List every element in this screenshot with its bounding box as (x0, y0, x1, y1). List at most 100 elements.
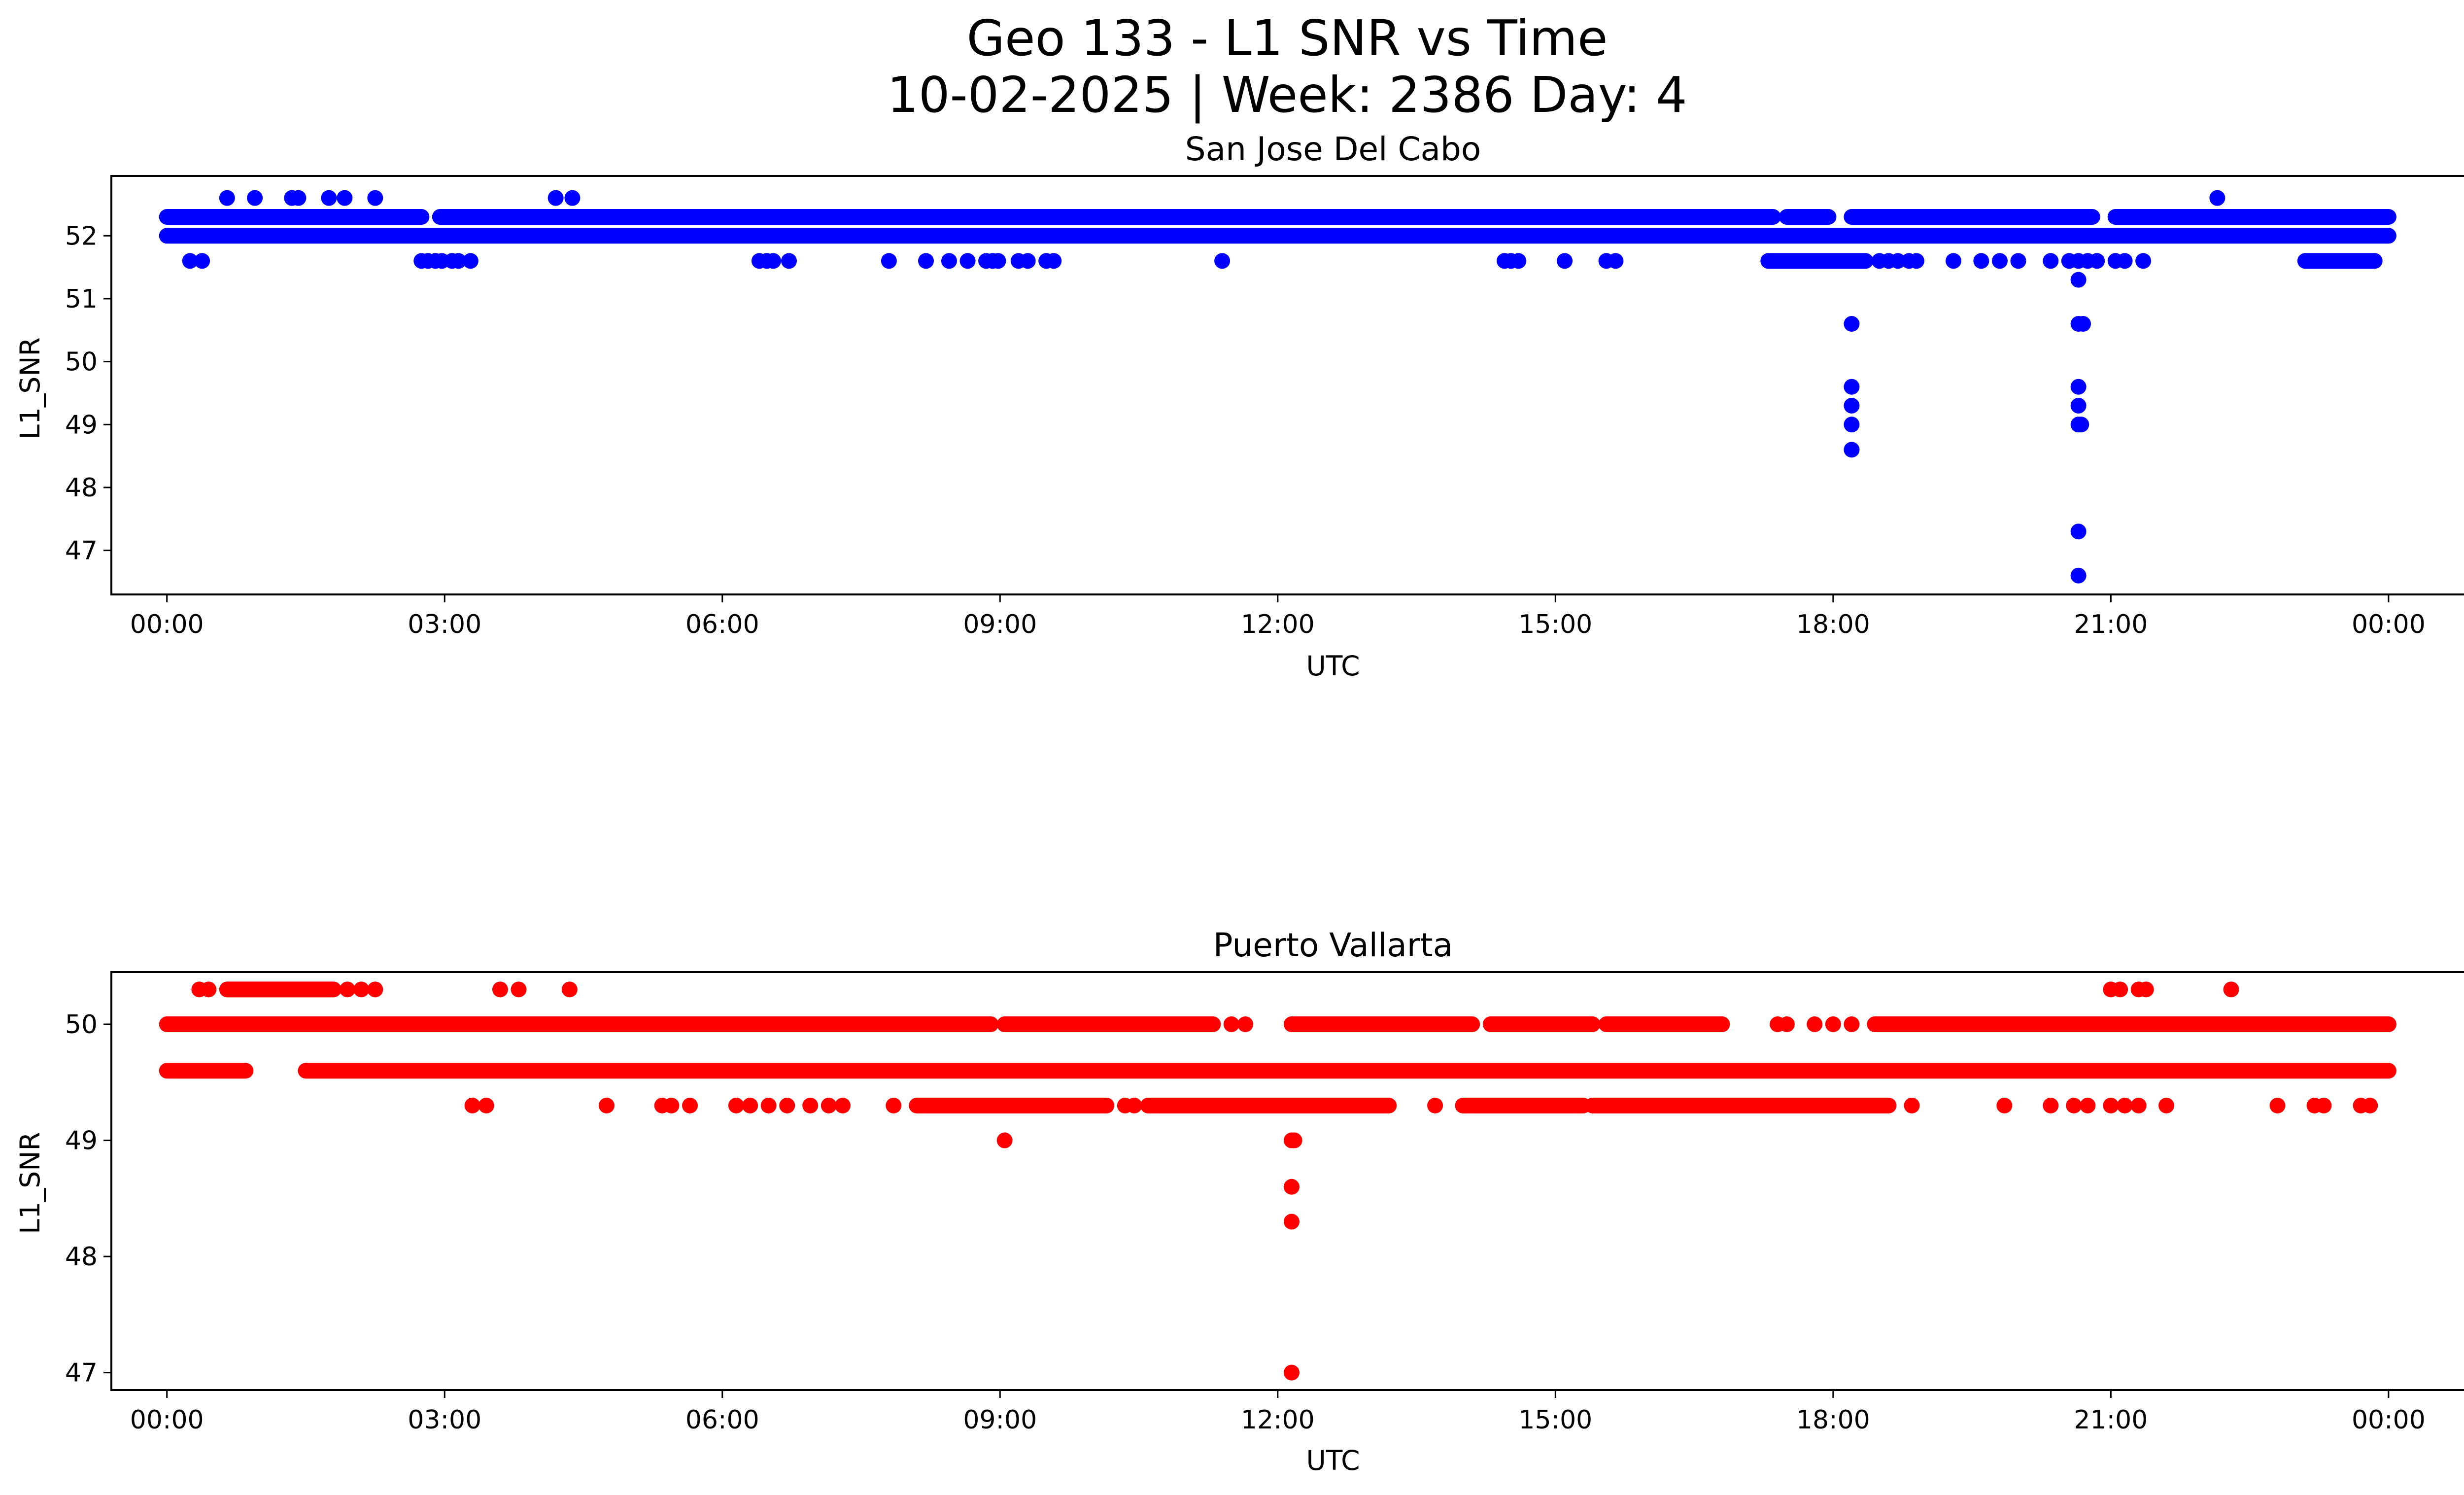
x-tick-label: 15:00 (1518, 1405, 1592, 1435)
axes-title: San Jose Del Cabo (1185, 130, 1481, 168)
y-tick-label: 49 (65, 1126, 98, 1156)
x-tick-label: 09:00 (963, 610, 1037, 639)
data-point (492, 981, 508, 998)
data-point (2070, 567, 2087, 584)
data-point (781, 253, 797, 269)
data-point (1286, 1132, 1302, 1148)
data-point (1046, 253, 1062, 269)
data-point (2080, 1097, 2096, 1113)
data-point (959, 253, 976, 269)
x-tick-label: 18:00 (1796, 610, 1870, 639)
x-axis-label: UTC (1306, 1445, 1360, 1476)
data-point (339, 981, 355, 998)
data-point (1283, 1364, 1300, 1381)
data-point (367, 190, 383, 206)
data-point (1991, 253, 2008, 269)
data-point (2158, 1097, 2175, 1113)
data-point (2112, 981, 2128, 998)
data-point (802, 1097, 819, 1113)
data-point (353, 981, 370, 998)
data-point (2135, 253, 2152, 269)
data-point (201, 981, 217, 998)
data-point (462, 253, 479, 269)
data-point (1908, 253, 1924, 269)
y-tick-label: 52 (65, 221, 98, 251)
data-point (2316, 1097, 2332, 1113)
data-point (464, 1097, 480, 1113)
data-point (2075, 316, 2091, 332)
data-point (834, 1097, 851, 1113)
x-tick-label: 06:00 (685, 610, 759, 639)
data-point (2362, 1097, 2378, 1113)
data-point (2070, 523, 2087, 540)
data-point (2103, 1097, 2119, 1113)
x-tick-label: 00:00 (130, 610, 204, 639)
data-point (886, 1097, 902, 1113)
data-point (367, 981, 383, 998)
data-point (2089, 253, 2105, 269)
data-point (2066, 1097, 2082, 1113)
data-point (1904, 1097, 1920, 1113)
data-point (2043, 253, 2059, 269)
data-point (2043, 1097, 2059, 1113)
data-point (1038, 1016, 1055, 1032)
data-point (2073, 417, 2089, 433)
x-tick-label: 21:00 (2074, 610, 2148, 639)
data-point (742, 1097, 758, 1113)
data-point (1807, 1016, 1823, 1032)
data-point (511, 981, 527, 998)
data-point (337, 190, 353, 206)
data-point (564, 190, 581, 206)
data-point (941, 253, 957, 269)
data-point (1844, 397, 1860, 414)
x-axis-label: UTC (1306, 650, 1360, 682)
data-point (1237, 1016, 1254, 1032)
data-point (1427, 1097, 1443, 1113)
figure-title-line1: Geo 133 - L1 SNR vs Time (967, 9, 1608, 67)
data-point (194, 253, 210, 269)
data-point (1844, 379, 1860, 395)
data-point (561, 981, 578, 998)
chart-puerto-vallarta: Puerto Vallarta UTC L1_SNR 00:00 03:00 06:… (14, 926, 2464, 1476)
data-point (1844, 442, 1860, 458)
data-point (1020, 1016, 1036, 1032)
chart-san-jose-del-cabo: San Jose Del Cabo UTC L1_SNR 00:00 03:00 0… (14, 130, 2464, 682)
x-tick-label: 03:00 (408, 1405, 481, 1435)
data-point (1996, 1097, 2013, 1113)
y-axis-label: L1_SNR (14, 1132, 46, 1234)
x-tick-label: 21:00 (2074, 1405, 2148, 1435)
data-point (2269, 1097, 2286, 1113)
data-point (450, 253, 467, 269)
data-point (2117, 1097, 2133, 1113)
data-point (182, 253, 198, 269)
data-point (1126, 1097, 1142, 1113)
data-point (548, 190, 564, 206)
data-point (2070, 397, 2087, 414)
data-point (1844, 417, 1860, 433)
y-tick-label: 47 (65, 1358, 98, 1388)
data-point (2223, 981, 2239, 998)
data-point (2117, 253, 2133, 269)
data-point (321, 190, 337, 206)
y-tick-label: 48 (65, 1242, 98, 1272)
data-point (990, 253, 1006, 269)
x-tick-label: 18:00 (1796, 1405, 1870, 1435)
data-point (682, 1097, 698, 1113)
y-tick-label: 50 (65, 1010, 98, 1040)
axes-title: Puerto Vallarta (1213, 926, 1453, 964)
figure-title-line2: 10-02-2025 | Week: 2386 Day: 4 (887, 66, 1687, 124)
x-tick-label: 09:00 (963, 1405, 1037, 1435)
data-point (1973, 253, 1989, 269)
y-tick-label: 51 (65, 284, 98, 314)
data-point (2010, 253, 2026, 269)
data-point (1844, 316, 1860, 332)
x-tick-label: 12:00 (1241, 1405, 1315, 1435)
data-point (1283, 1179, 1300, 1195)
data-point (2070, 272, 2087, 288)
data-point (2070, 379, 2087, 395)
data-point (765, 253, 782, 269)
data-point (2209, 190, 2225, 206)
data-point (1608, 253, 1624, 269)
data-point (918, 253, 934, 269)
